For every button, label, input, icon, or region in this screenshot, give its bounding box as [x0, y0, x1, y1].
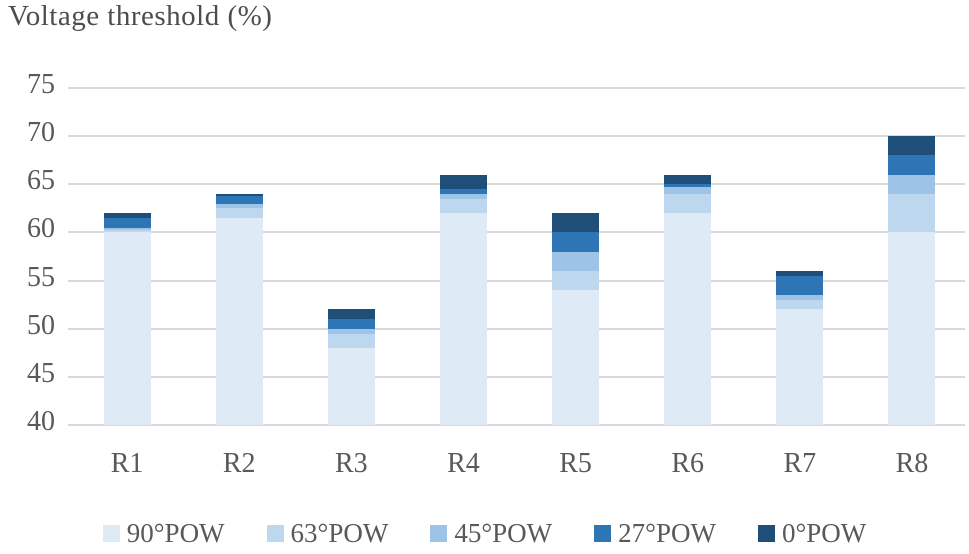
bar-segment-R3-90degPOW	[327, 347, 375, 425]
legend-item-45degPOW: 45°POW	[430, 518, 552, 549]
legend-label: 90°POW	[126, 518, 225, 548]
gridline-50	[68, 327, 965, 330]
bar-segment-R6-27degPOW	[664, 184, 712, 187]
bar-segment-R6-63degPOW	[664, 193, 712, 214]
legend-item-0degPOW: 0°POW	[757, 518, 867, 549]
bar-segment-R5-0degPOW	[552, 213, 600, 233]
y-axis-tick-50: 50	[27, 309, 55, 341]
legend-swatch-icon	[594, 525, 612, 542]
gridline-75	[68, 87, 965, 89]
legend-label: 45°POW	[454, 518, 553, 548]
bar-segment-R8-90degPOW	[888, 232, 936, 425]
bar-segment-R8-45degPOW	[888, 174, 936, 194]
x-axis-label-R2: R2	[222, 448, 256, 479]
bar-segment-R4-0degPOW	[439, 174, 487, 190]
y-axis-tick-55: 55	[27, 261, 55, 293]
bar-segment-R7-27degPOW	[776, 275, 824, 295]
legend-swatch-icon	[430, 525, 448, 542]
bar-segment-R4-90degPOW	[439, 213, 487, 425]
bar-segment-R5-63degPOW	[552, 270, 600, 291]
gridline-40	[68, 424, 965, 426]
bar-segment-R4-45degPOW	[439, 193, 487, 199]
legend-item-63degPOW: 63°POW	[266, 518, 389, 549]
x-axis-label-R3: R3	[334, 448, 368, 479]
x-axis-label-R5: R5	[559, 448, 592, 479]
legend-swatch-icon	[266, 525, 284, 542]
bar-segment-R1-45degPOW	[103, 227, 151, 231]
y-axis-tick-45: 45	[27, 357, 55, 389]
bar-segment-R1-27degPOW	[103, 217, 151, 228]
legend-label: 27°POW	[618, 518, 716, 548]
legend-item-27degPOW: 27°POW	[594, 518, 716, 549]
gridline-65	[68, 183, 965, 186]
y-axis-tick-60: 60	[27, 213, 55, 245]
x-axis-label-R8: R8	[895, 448, 929, 479]
bar-segment-R1-63degPOW	[103, 230, 151, 233]
bar-segment-R2-45degPOW	[215, 203, 263, 209]
legend-swatch-icon	[757, 525, 775, 542]
x-axis-label-R1: R1	[110, 448, 144, 479]
y-axis-tick-75: 75	[27, 69, 55, 100]
legend-swatch-icon	[102, 525, 120, 542]
bar-segment-R5-90degPOW	[552, 290, 600, 425]
bar-segment-R6-45degPOW	[664, 186, 712, 194]
bar-segment-R3-27degPOW	[327, 319, 375, 329]
bar-segment-R3-63degPOW	[327, 333, 375, 348]
bar-segment-R3-0degPOW	[327, 309, 375, 320]
gridline-60	[68, 231, 965, 234]
bar-segment-R1-90degPOW	[103, 232, 151, 425]
bar-segment-R3-45degPOW	[327, 328, 375, 334]
y-axis-tick-40: 40	[27, 406, 55, 437]
bar-segment-R8-27degPOW	[888, 155, 936, 175]
chart-title: Voltage threshold (%)	[8, 0, 273, 32]
bar-segment-R5-27degPOW	[552, 232, 600, 252]
legend-label: 0°POW	[781, 518, 867, 548]
bar-segment-R2-0degPOW	[215, 193, 263, 197]
bar-segment-R5-45degPOW	[552, 251, 600, 271]
gridline-70	[68, 135, 965, 138]
y-axis-tick-70: 70	[27, 117, 55, 149]
bar-segment-R2-90degPOW	[215, 217, 263, 425]
legend: 90°POW 63°POW 45°POW 27°POW 0°POW	[0, 518, 969, 549]
x-axis-label-R7: R7	[783, 448, 817, 479]
bar-segment-R6-0degPOW	[664, 174, 712, 185]
gridline-45	[68, 375, 965, 378]
x-axis-label-R4: R4	[447, 448, 480, 479]
x-axis-label-R6: R6	[671, 448, 705, 479]
bar-segment-R7-63degPOW	[776, 299, 824, 310]
bar-segment-R8-0degPOW	[888, 136, 936, 156]
bar-segment-R7-90degPOW	[776, 309, 824, 425]
bar-segment-R6-90degPOW	[664, 213, 712, 425]
legend-item-90degPOW: 90°POW	[102, 518, 225, 549]
bar-segment-R7-0degPOW	[776, 270, 824, 276]
bar-segment-R2-27degPOW	[215, 196, 263, 204]
bar-segment-R8-63degPOW	[888, 193, 936, 233]
gridline-55	[68, 279, 965, 282]
legend-label: 63°POW	[290, 518, 389, 548]
bar-segment-R7-45degPOW	[776, 295, 824, 300]
bar-segment-R2-63degPOW	[215, 208, 263, 218]
y-axis-tick-65: 65	[27, 165, 55, 197]
bar-segment-R4-27degPOW	[439, 189, 487, 194]
bar-segment-R4-63degPOW	[439, 198, 487, 214]
bar-segment-R1-0degPOW	[103, 213, 151, 218]
